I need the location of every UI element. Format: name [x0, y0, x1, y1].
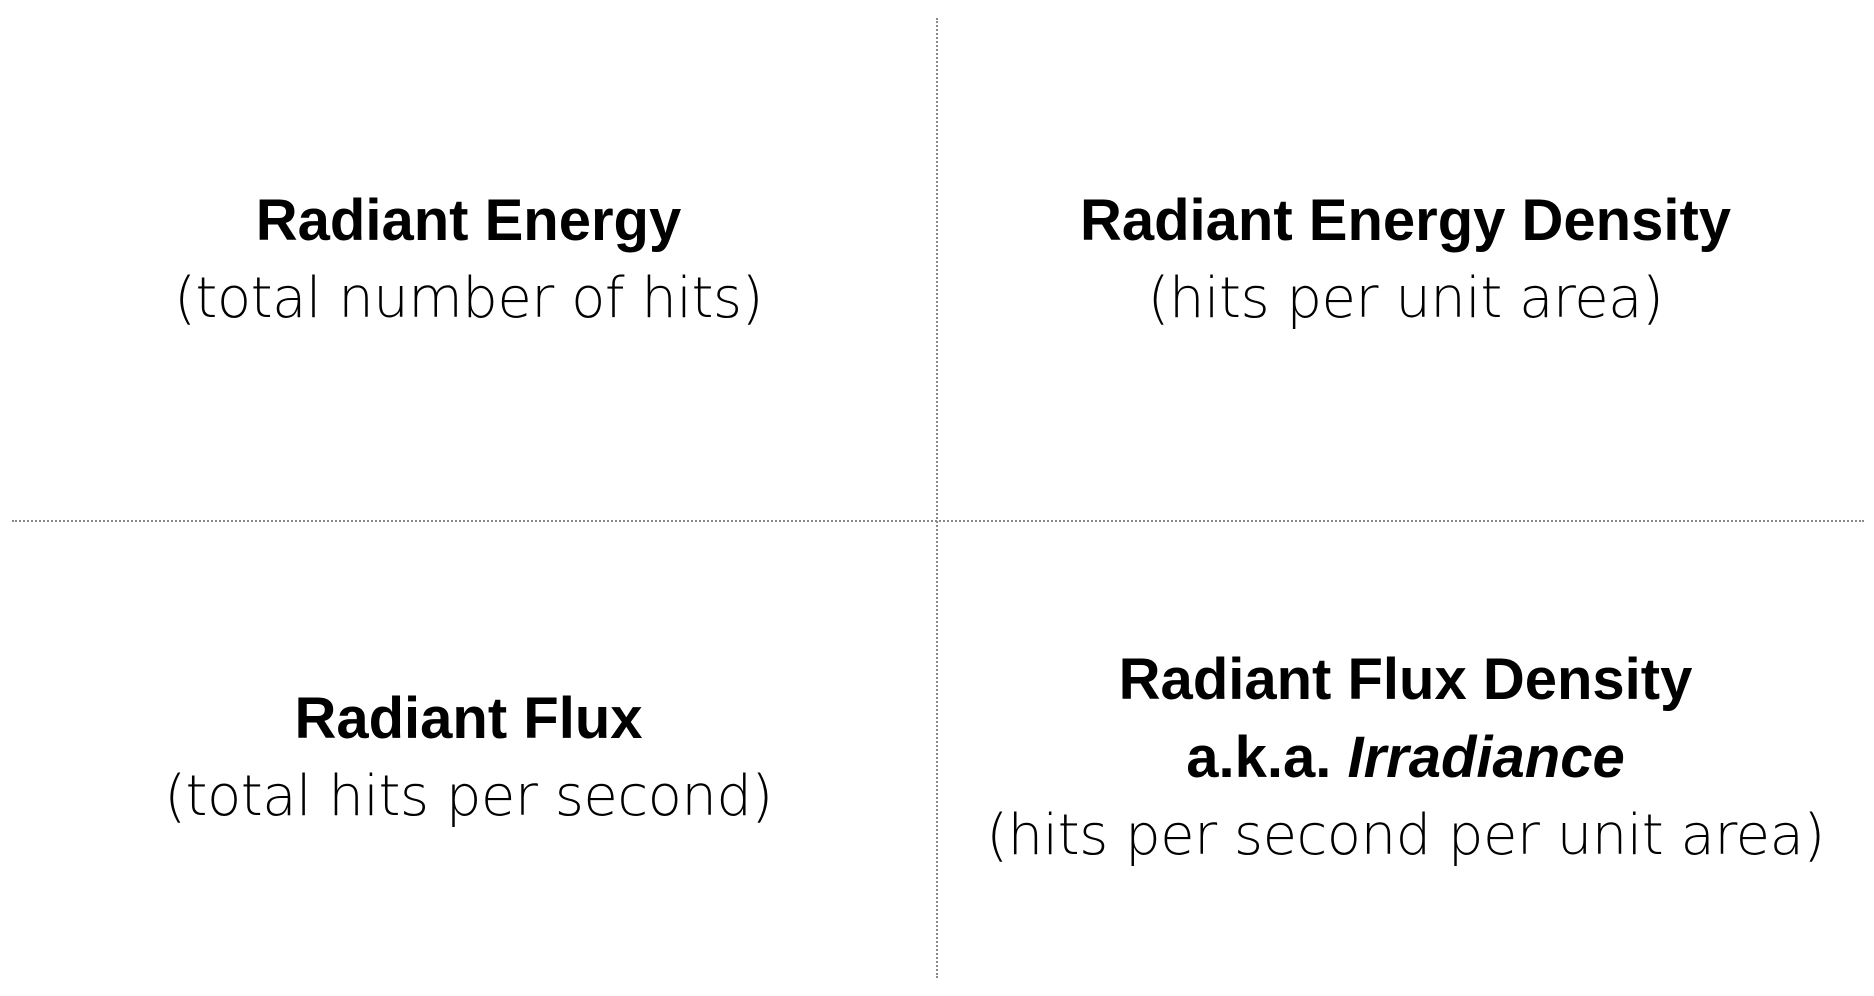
quadrant-radiant-flux: Radiant Flux (total hits per second) [0, 520, 937, 996]
vertical-divider [936, 18, 938, 978]
quadrant-subtitle: (total number of hits) [174, 266, 763, 331]
quadrant-subtitle: (hits per unit area) [1147, 266, 1664, 331]
quadrant-radiant-energy: Radiant Energy (total number of hits) [0, 0, 937, 520]
quadrant-radiant-energy-density: Radiant Energy Density (hits per unit ar… [937, 0, 1874, 520]
aka-prefix: a.k.a. [1186, 725, 1348, 790]
horizontal-divider [12, 520, 1864, 522]
quadrant-subtitle: (total hits per second) [164, 764, 773, 829]
quadrant-title: Radiant Flux [294, 686, 643, 751]
aka-line: a.k.a. Irradiance [1186, 719, 1625, 797]
aka-term: Irradiance [1347, 725, 1625, 790]
quadrant-subtitle: (hits per second per unit area) [986, 803, 1825, 868]
quadrant-title: Radiant Energy Density [1079, 188, 1732, 253]
quadrant-title: Radiant Flux Density [1118, 647, 1693, 712]
quadrant-title: Radiant Energy [255, 188, 682, 253]
quadrant-radiant-flux-density: Radiant Flux Density a.k.a. Irradiance (… [937, 520, 1874, 996]
